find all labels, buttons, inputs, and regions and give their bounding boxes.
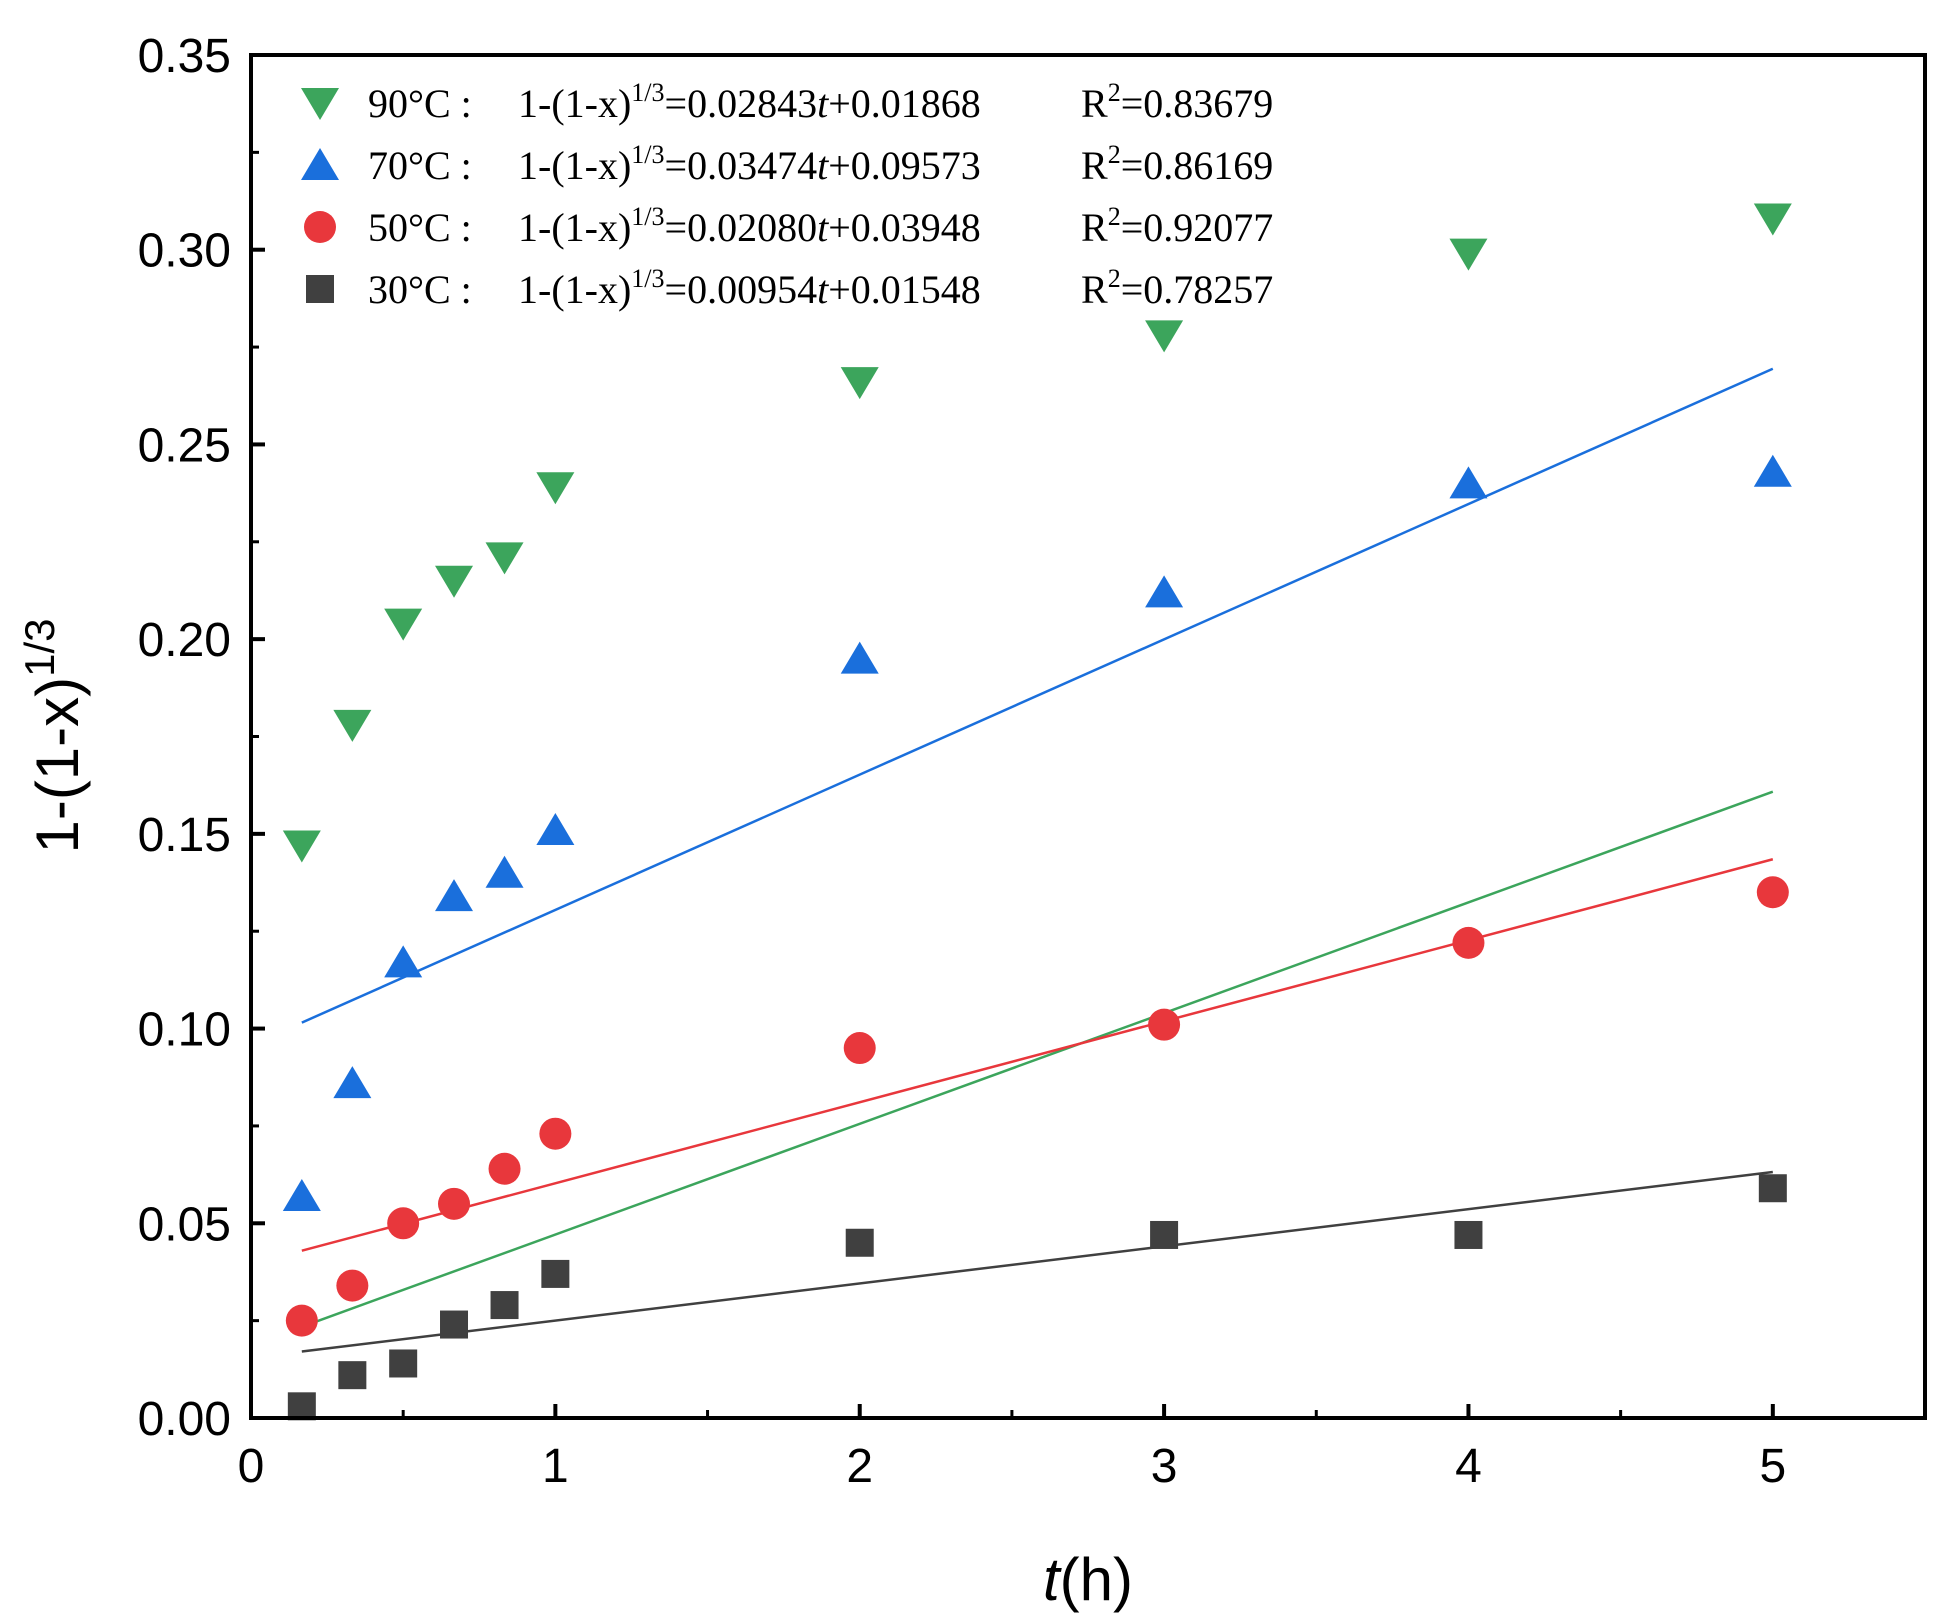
data-point-90c (1449, 238, 1488, 271)
data-point-70c (282, 1179, 321, 1212)
data-point-50c (285, 1304, 318, 1337)
data-point-50c (843, 1032, 876, 1065)
legend-marker-50c (304, 211, 336, 243)
legend: 90°C : 1-(1-x)1/3=0.02843t+0.01868 R2=0.83… (301, 78, 1273, 312)
legend-equation: 1-(1-x)1/3=0.02080t+0.03948 (518, 202, 981, 250)
legend-marker-30c (306, 275, 334, 303)
data-point-90c (435, 565, 474, 598)
x-tick-label: 5 (1759, 1440, 1786, 1493)
data-point-70c (1753, 454, 1792, 487)
legend-r-squared: R2=0.78257 (1081, 264, 1273, 312)
data-point-70c (333, 1066, 372, 1099)
data-point-70c (1145, 575, 1184, 608)
data-point-50c (1148, 1008, 1181, 1041)
data-point-30c (287, 1392, 316, 1421)
data-point-70c (485, 855, 524, 888)
legend-equation: 1-(1-x)1/3=0.02843t+0.01868 (518, 78, 981, 126)
legend-marker-70c (301, 148, 339, 180)
data-point-50c (539, 1117, 572, 1150)
data-point-70c (1449, 466, 1488, 499)
data-point-70c (384, 945, 423, 978)
x-tick-label: 0 (238, 1440, 265, 1493)
data-point-30c (1454, 1220, 1483, 1249)
x-tick-label: 1 (542, 1440, 569, 1493)
legend-label: 90°C : (368, 81, 472, 126)
legend-r-squared: R2=0.86169 (1081, 140, 1273, 188)
data-point-50c (1452, 926, 1485, 959)
y-tick-label: 0.00 (138, 1393, 231, 1446)
x-tick-label: 4 (1455, 1440, 1482, 1493)
fit-line-30c (301, 1170, 1773, 1353)
data-point-30c (389, 1349, 418, 1378)
fit-line-50c (301, 858, 1774, 1252)
y-tick-label: 0.20 (138, 614, 231, 667)
legend-label: 70°C : (368, 143, 472, 188)
data-point-30c (845, 1228, 874, 1257)
data-point-90c (536, 472, 575, 505)
data-point-90c (840, 367, 879, 400)
data-point-50c (336, 1269, 369, 1302)
legend-item-50c: 50°C : 1-(1-x)1/3=0.02080t+0.03948 R2=0.92… (304, 202, 1273, 250)
data-point-90c (485, 542, 524, 575)
y-tick-label: 0.30 (138, 225, 231, 278)
data-point-50c (488, 1152, 521, 1185)
y-tick-label: 0.35 (138, 30, 231, 83)
data-point-50c (1756, 876, 1789, 909)
legend-label: 30°C : (368, 267, 472, 312)
fit-line-90c (301, 790, 1774, 1328)
fit-lines (301, 367, 1774, 1353)
y-tick-label: 0.10 (138, 1004, 231, 1057)
x-tick-label: 3 (1151, 1440, 1178, 1493)
legend-label: 50°C : (368, 205, 472, 250)
y-tick-label: 0.25 (138, 419, 231, 472)
x-axis-title: t(h) (1043, 1546, 1133, 1613)
data-point-90c (282, 830, 321, 863)
legend-marker-90c (301, 88, 339, 120)
legend-equation: 1-(1-x)1/3=0.00954t+0.01548 (518, 264, 981, 312)
data-point-90c (1145, 320, 1184, 353)
legend-equation: 1-(1-x)1/3=0.03474t+0.09573 (518, 140, 981, 188)
data-point-30c (1758, 1174, 1787, 1203)
data-point-90c (384, 608, 423, 641)
data-point-70c (435, 879, 474, 912)
legend-r-squared: R2=0.92077 (1081, 202, 1273, 250)
legend-r-squared: R2=0.83679 (1081, 78, 1273, 126)
legend-item-30c: 30°C : 1-(1-x)1/3=0.00954t+0.01548 R2=0.78… (306, 264, 1273, 312)
x-tick-label: 2 (846, 1440, 873, 1493)
fit-line-70c (301, 367, 1774, 1024)
data-markers (282, 203, 1792, 1421)
data-point-30c (1150, 1220, 1179, 1249)
data-point-70c (840, 641, 879, 674)
plot-frame (249, 53, 1927, 1420)
y-tick-label: 0.15 (138, 809, 231, 862)
axis-ticks: 0 1 2 3 4 5 0.00 0.05 0.10 0.15 0.20 0.25 0.30 0.35 (138, 30, 1787, 1493)
legend-item-70c: 70°C : 1-(1-x)1/3=0.03474t+0.09573 R2=0.86… (301, 140, 1273, 188)
data-point-30c (490, 1291, 519, 1320)
legend-item-90c: 90°C : 1-(1-x)1/3=0.02843t+0.01868 R2=0.83… (301, 78, 1273, 126)
data-point-30c (541, 1259, 570, 1288)
data-point-90c (1753, 203, 1792, 236)
data-point-30c (440, 1310, 469, 1339)
data-point-70c (536, 812, 575, 845)
data-point-50c (387, 1207, 420, 1240)
data-point-30c (338, 1361, 367, 1390)
y-axis-title: 1-(1-x)1/3 (16, 618, 91, 853)
data-point-50c (438, 1187, 471, 1220)
data-point-90c (333, 709, 372, 742)
y-tick-label: 0.05 (138, 1198, 231, 1251)
